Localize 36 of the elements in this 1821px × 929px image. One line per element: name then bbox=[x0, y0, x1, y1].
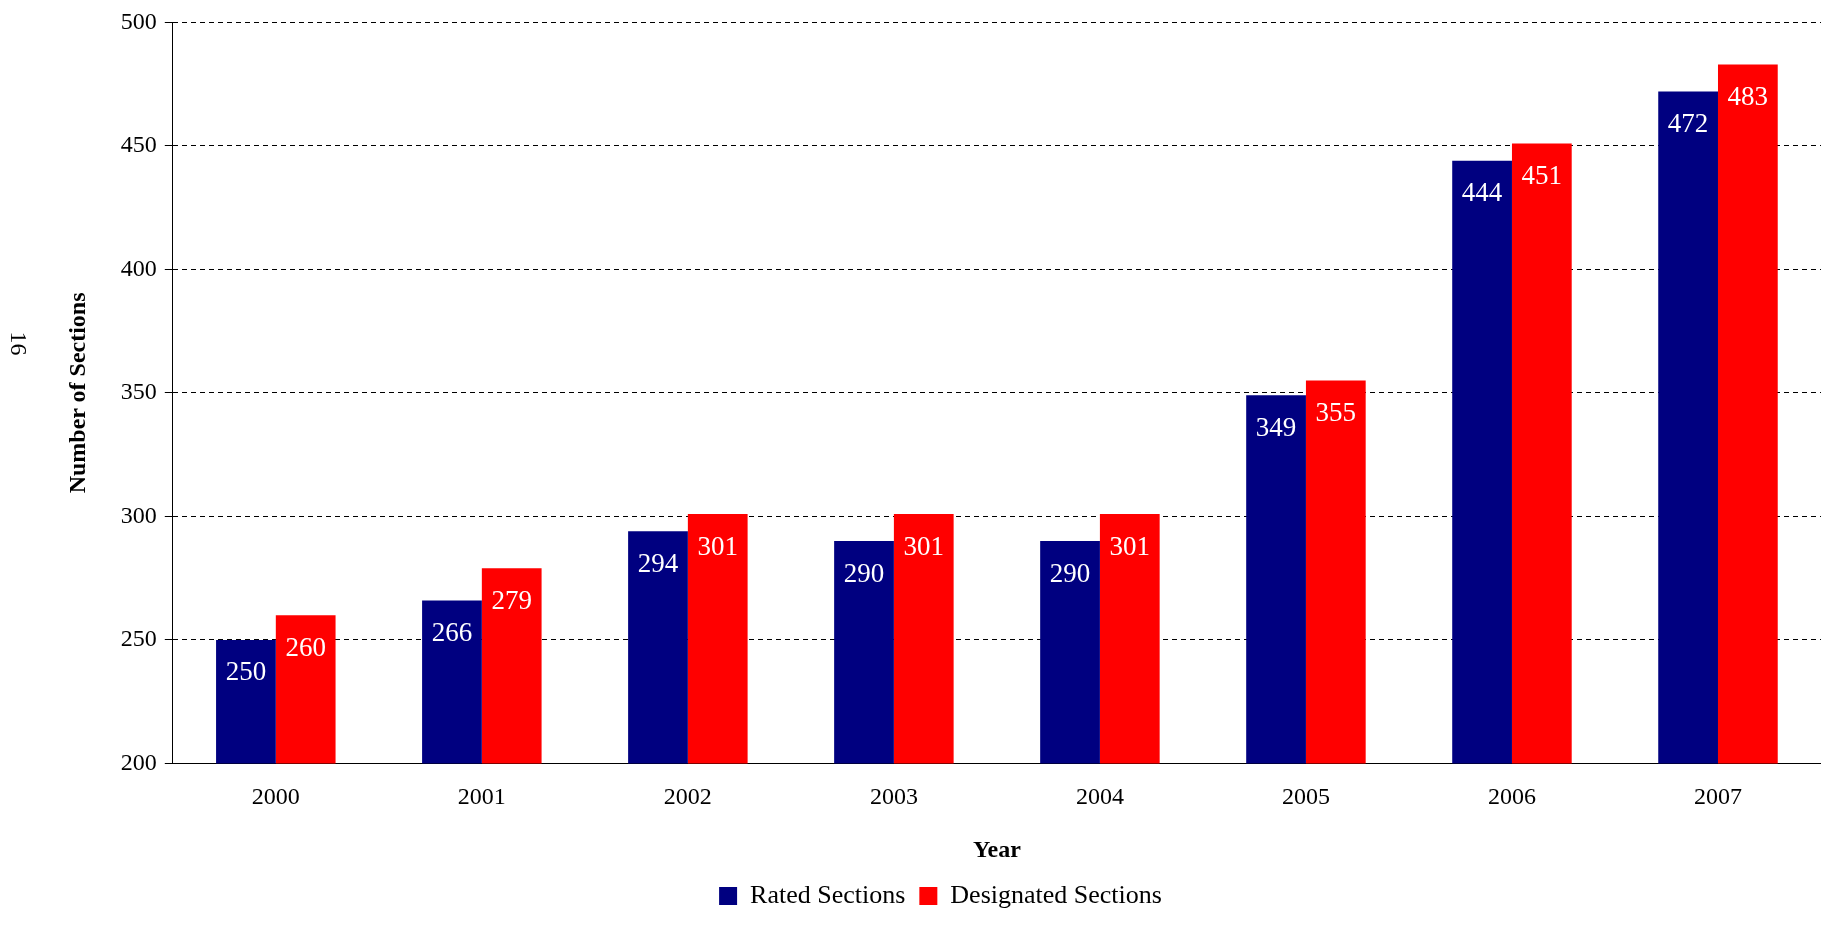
data-label: 301 bbox=[697, 530, 738, 561]
y-tick-label: 250 bbox=[120, 625, 157, 652]
y-axis-title: Number of Sections bbox=[63, 292, 90, 494]
data-label: 451 bbox=[1521, 160, 1563, 191]
x-tick-label: 2002 bbox=[663, 783, 712, 810]
x-tick-label: 2004 bbox=[1075, 783, 1124, 810]
x-tick-label: 2006 bbox=[1487, 783, 1536, 810]
y-tick-label: 300 bbox=[120, 501, 157, 528]
data-label: 294 bbox=[637, 547, 679, 578]
data-label: 266 bbox=[431, 616, 473, 647]
y-tick-label: 200 bbox=[120, 748, 157, 775]
data-label: 250 bbox=[225, 656, 267, 687]
x-tick-label: 2001 bbox=[457, 783, 506, 810]
legend-label: Rated Sections bbox=[750, 879, 906, 909]
x-tick-label: 2007 bbox=[1693, 783, 1742, 810]
data-label: 472 bbox=[1667, 108, 1709, 139]
data-label: 290 bbox=[843, 557, 885, 588]
data-label: 260 bbox=[285, 631, 326, 662]
x-tick-label: 2005 bbox=[1281, 783, 1330, 810]
y-tick-label: 500 bbox=[120, 7, 157, 34]
y-tick-label: 400 bbox=[120, 254, 157, 281]
data-label: 279 bbox=[491, 584, 532, 615]
x-tick-label: 2000 bbox=[251, 783, 300, 810]
text: 16 bbox=[4, 331, 32, 356]
y-tick-label: 350 bbox=[120, 378, 157, 405]
data-label: 355 bbox=[1315, 397, 1357, 428]
y-tick-label: 450 bbox=[120, 131, 157, 158]
x-tick-label: 2003 bbox=[869, 783, 918, 810]
data-label: 483 bbox=[1727, 80, 1769, 111]
data-label: 301 bbox=[1109, 530, 1151, 561]
data-label: 301 bbox=[903, 530, 945, 561]
data-label: 349 bbox=[1255, 411, 1297, 442]
data-label: 444 bbox=[1461, 177, 1503, 208]
data-label: 290 bbox=[1049, 557, 1091, 588]
legend-label: Designated Sections bbox=[950, 879, 1162, 909]
x-axis-title: Year bbox=[972, 835, 1022, 862]
